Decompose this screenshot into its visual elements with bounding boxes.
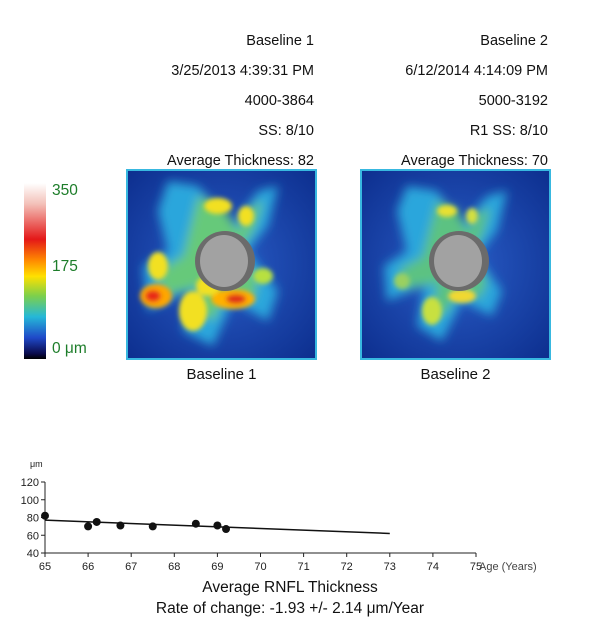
y-tick-label: 120 [21, 477, 39, 489]
baseline-2-datetime: 6/12/2014 4:14:09 PM [405, 63, 548, 79]
y-tick-label: 100 [21, 495, 39, 507]
data-point[interactable] [116, 521, 125, 530]
chart-title: Average RNFL Thickness [202, 579, 378, 596]
data-point[interactable] [84, 522, 93, 531]
baseline-1-serial: 4000-3864 [244, 93, 314, 109]
rnfl-trend-chart: μm 40 60 80 100 120 65 66 67 68 69 70 71 72 73 74 75 A… [21, 459, 537, 573]
x-tick-label: 70 [254, 561, 266, 573]
thickness-map-1-image [128, 171, 315, 358]
data-point[interactable] [213, 521, 222, 530]
baseline-2-info: Baseline 2 6/12/2014 4:14:09 PM 5000-319… [348, 26, 548, 176]
data-point[interactable] [148, 522, 157, 531]
x-tick-label: 65 [39, 561, 51, 573]
baseline-2-ss: R1 SS: 8/10 [469, 123, 548, 139]
map-caption-baseline-2: Baseline 2 [420, 366, 491, 383]
data-point[interactable] [222, 525, 231, 534]
baseline-1-thickness: Average Thickness: 82 [167, 153, 314, 169]
baseline-1-datetime: 3/25/2013 4:39:31 PM [171, 63, 314, 79]
baseline-2-label: Baseline 2 [480, 33, 548, 49]
thickness-map-2-image [362, 171, 549, 358]
baseline-1-info: Baseline 1 3/25/2013 4:39:31 PM 4000-386… [114, 26, 314, 176]
scale-max-label: 350 [52, 182, 78, 199]
x-tick-label: 66 [82, 561, 94, 573]
thickness-map-baseline-2[interactable] [360, 169, 551, 360]
x-tick-label: 68 [168, 561, 180, 573]
y-axis-unit: μm [30, 459, 43, 469]
data-point[interactable] [92, 517, 101, 526]
x-tick-label: 69 [211, 561, 223, 573]
x-tick-label: 75 [470, 561, 482, 573]
x-tick-label: 72 [341, 561, 353, 573]
data-point[interactable] [191, 519, 200, 528]
map-caption-baseline-1: Baseline 1 [186, 366, 257, 383]
baseline-2-serial: 5000-3192 [478, 93, 548, 109]
y-tick-label: 60 [27, 530, 39, 542]
data-point[interactable] [41, 511, 49, 520]
x-tick-label: 73 [384, 561, 396, 573]
baseline-1-label: Baseline 1 [246, 33, 314, 49]
thickness-map-baseline-1[interactable] [126, 169, 317, 360]
thickness-color-scale [24, 183, 46, 359]
baseline-2-thickness: Average Thickness: 70 [401, 153, 548, 169]
rate-of-change: Rate of change: -1.93 +/- 2.14 μm/Year [155, 600, 425, 617]
baseline-1-ss: SS: 8/10 [258, 123, 314, 139]
x-tick-label: 74 [427, 561, 439, 573]
x-tick-label: 71 [297, 561, 309, 573]
scale-min-label: 0 μm [52, 340, 87, 357]
y-tick-label: 40 [27, 548, 39, 560]
x-axis-label: Age (Years) [479, 561, 537, 573]
y-tick-label: 80 [27, 513, 39, 525]
scale-mid-label: 175 [52, 258, 78, 275]
x-tick-label: 67 [125, 561, 137, 573]
